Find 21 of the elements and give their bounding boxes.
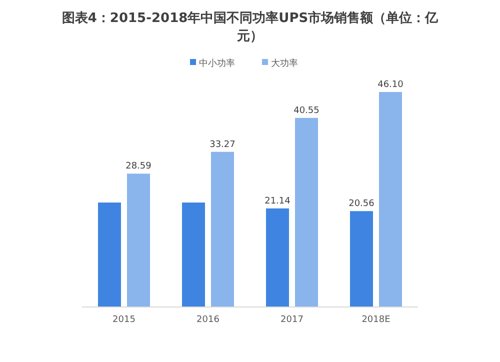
bar [295,118,318,307]
legend-label: 大功率 [271,58,298,69]
data-label: 40.55 [294,106,320,116]
x-tick-label: 2018E [362,315,391,325]
x-tick-label: 2017 [280,315,304,325]
bar [350,211,373,307]
chart-title: 图表4：2015-2018年中国不同功率UPS市场销售额（单位：亿元） [62,10,440,44]
data-label: 28.59 [126,162,152,172]
legend-label: 中小功率 [199,58,235,69]
bar [266,208,289,307]
bar [98,202,121,307]
bar [182,202,205,307]
bar [211,152,234,307]
bar [127,174,150,307]
x-tick-label: 2016 [196,315,220,325]
data-label: 46.10 [378,80,404,90]
bar [379,92,402,307]
data-label: 33.27 [210,140,236,150]
data-label: 20.56 [348,199,375,210]
x-tick-label: 2015 [112,315,136,325]
data-label: 21.14 [264,196,291,206]
